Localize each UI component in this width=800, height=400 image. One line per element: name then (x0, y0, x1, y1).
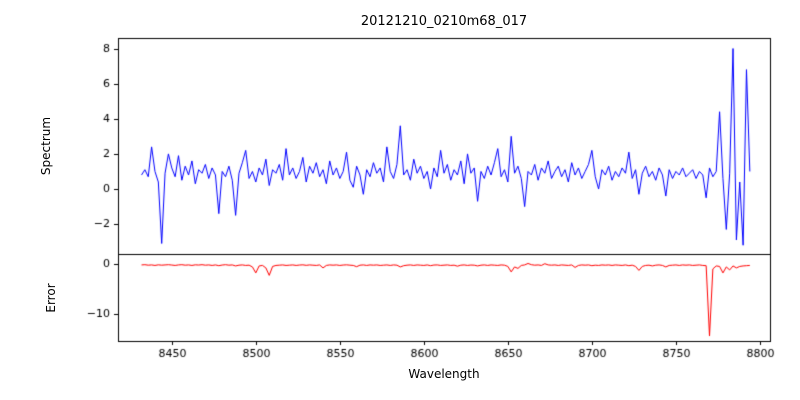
error-y-axis-label: Error (44, 283, 58, 313)
spectrum-y-axis-label: Spectrum (39, 116, 53, 176)
x-axis-label: Wavelength (408, 367, 480, 381)
chart-title: 20121210_0210m68_017 (360, 14, 528, 29)
